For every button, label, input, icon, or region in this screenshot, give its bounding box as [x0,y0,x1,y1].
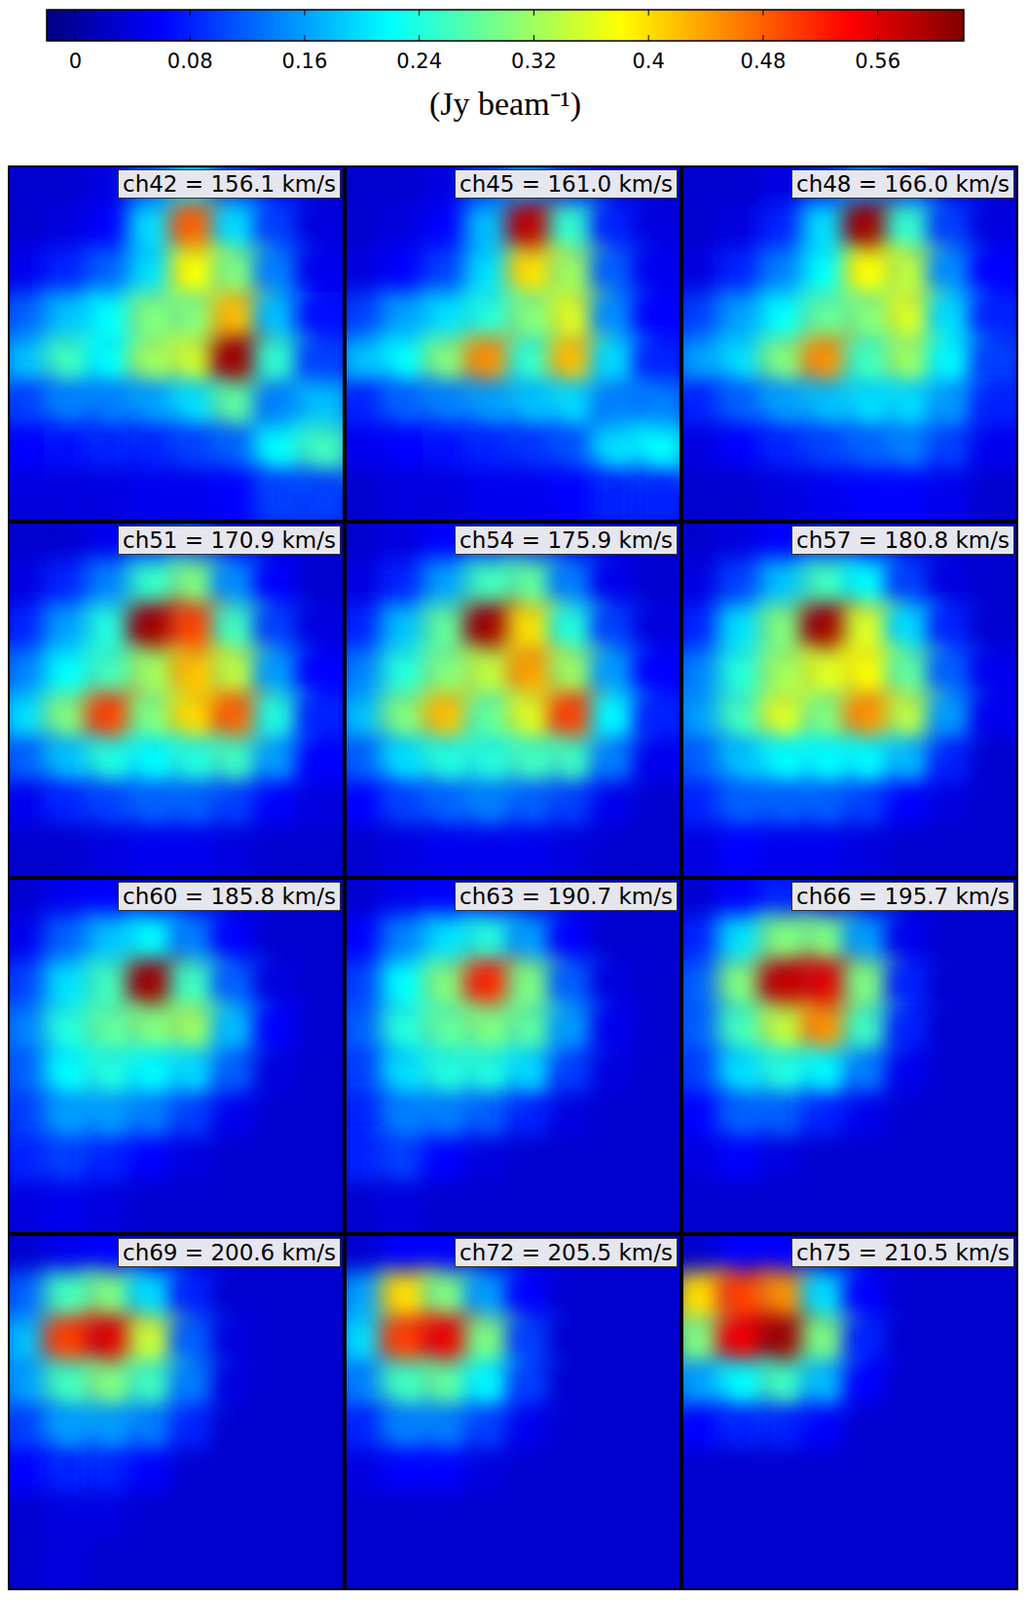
svg-text:0.16: 0.16 [282,49,329,74]
svg-text:0.24: 0.24 [396,49,442,74]
html-text:ch48 = 166.0 km/s: ch48 = 166.0 km/s [796,171,1010,197]
svg-text:0: 0 [69,49,82,74]
html-text:ch63 = 190.7 km/s: ch63 = 190.7 km/s [459,883,673,910]
html-text:ch66 = 195.7 km/s: ch66 = 195.7 km/s [796,883,1010,910]
html-text:ch45 = 161.0 km/s: ch45 = 161.0 km/s [459,171,673,197]
svg-text:0.08: 0.08 [167,49,214,74]
svg-text:0.32: 0.32 [511,49,557,74]
html-text:ch51 = 170.9 km/s: ch51 = 170.9 km/s [122,527,336,553]
html-text:ch69 = 200.6 km/s: ch69 = 200.6 km/s [122,1240,336,1266]
html-text:ch57 = 180.8 km/s: ch57 = 180.8 km/s [796,527,1010,553]
html-text:ch75 = 210.5 km/s: ch75 = 210.5 km/s [796,1240,1010,1266]
svg-text:0.4: 0.4 [631,49,664,74]
html-text:ch54 = 175.9 km/s: ch54 = 175.9 km/s [459,527,673,553]
svg-text:0.56: 0.56 [854,49,901,74]
html-text:ch72 = 205.5 km/s: ch72 = 205.5 km/s [459,1240,673,1266]
html-text:ch60 = 185.8 km/s: ch60 = 185.8 km/s [122,883,336,910]
svg-text:0.48: 0.48 [740,49,787,74]
svg-text:(Jy beam⁻¹): (Jy beam⁻¹) [429,85,582,123]
html-text:ch42 = 156.1 km/s: ch42 = 156.1 km/s [122,171,336,197]
